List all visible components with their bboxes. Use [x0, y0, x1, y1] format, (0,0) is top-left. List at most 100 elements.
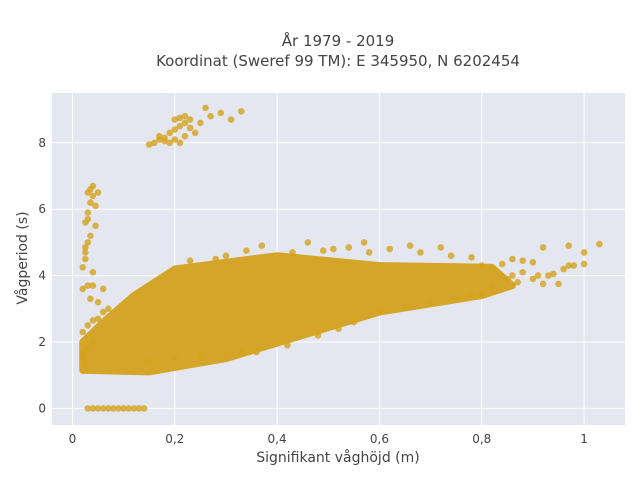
- scatter-point: [596, 240, 603, 248]
- scatter-point: [186, 124, 194, 132]
- scatter-point: [171, 136, 179, 143]
- scatter-point: [82, 255, 89, 263]
- scatter-point: [555, 280, 562, 288]
- scatter-point: [217, 109, 225, 117]
- scatter-point: [452, 295, 460, 303]
- scatter-point: [468, 253, 475, 261]
- scatter-point: [437, 244, 445, 251]
- scatter-point: [447, 252, 455, 259]
- scatter-point: [79, 350, 86, 357]
- scatter-point: [115, 405, 122, 412]
- scatter-point: [350, 318, 358, 326]
- chart-title-line2: Koordinat (Sweref 99 TM): E 345950, N 62…: [156, 52, 520, 70]
- scatter-point: [135, 405, 143, 412]
- scatter-point: [105, 405, 112, 412]
- scatter-point: [84, 215, 92, 223]
- scatter-point: [140, 405, 148, 412]
- scatter-point: [82, 361, 89, 369]
- scatter-point: [99, 405, 107, 412]
- scatter-point: [498, 260, 506, 268]
- x-tick-label: 0,4: [268, 432, 287, 446]
- scatter-point: [89, 282, 97, 289]
- scatter-point: [94, 405, 102, 412]
- scatter-point: [545, 272, 552, 279]
- scatter-point: [417, 249, 424, 256]
- scatter-point: [92, 202, 99, 210]
- scatter-point: [478, 290, 486, 298]
- scatter-point: [181, 112, 189, 120]
- x-tick-label: 0,8: [472, 432, 491, 446]
- scatter-point: [345, 244, 353, 251]
- y-axis-title: Vågperiod (s): [14, 211, 31, 304]
- scatter-point: [84, 405, 92, 412]
- scatter-point: [94, 315, 102, 323]
- scatter-point: [258, 242, 266, 249]
- scatter-point: [87, 199, 94, 206]
- scatter-point: [79, 285, 86, 293]
- scatter-point: [84, 209, 92, 216]
- scatter-point: [222, 252, 230, 259]
- scatter-point: [427, 298, 434, 306]
- scatter-point: [87, 232, 94, 240]
- scatter-point: [207, 112, 214, 120]
- y-tick-label: 2: [38, 335, 46, 349]
- scatter-point: [186, 257, 194, 265]
- scatter-point: [79, 355, 86, 362]
- scatter-point: [84, 345, 92, 352]
- scatter-point: [565, 262, 572, 269]
- x-axis-ticks: 0 0,2 0,4 0,6 0,8 1: [69, 432, 588, 446]
- scatter-point: [171, 116, 179, 123]
- x-tick-label: 0: [69, 432, 77, 446]
- x-tick-label: 0,2: [165, 432, 184, 446]
- scatter-point: [181, 132, 189, 140]
- scatter-point: [212, 255, 219, 263]
- scatter-point: [580, 260, 588, 268]
- scatter-point: [84, 239, 92, 246]
- scatter-point: [166, 129, 173, 137]
- scatter-point: [468, 292, 475, 299]
- scatter-point: [330, 245, 337, 253]
- scatter-point: [176, 114, 184, 122]
- scatter-point: [539, 244, 547, 251]
- scatter-point: [171, 355, 179, 362]
- scatter-points: [79, 104, 603, 412]
- scatter-point: [110, 405, 117, 412]
- x-axis-title: Signifikant våghöjd (m): [256, 449, 419, 466]
- scatter-point: [79, 264, 86, 271]
- scatter-point: [284, 342, 291, 349]
- scatter-point: [92, 222, 99, 230]
- scatter-point: [534, 272, 542, 279]
- scatter-point: [145, 141, 153, 148]
- chart-title-line1: År 1979 - 2019: [282, 31, 395, 50]
- scatter-point: [570, 262, 578, 269]
- scatter-point: [94, 298, 102, 306]
- y-tick-label: 6: [38, 202, 46, 216]
- y-tick-label: 4: [38, 269, 46, 283]
- scatter-point: [145, 357, 153, 364]
- scatter-point: [99, 308, 107, 316]
- scatter-point: [365, 249, 373, 256]
- scatter-point: [253, 348, 260, 356]
- scatter-point: [89, 338, 97, 346]
- scatter-point: [84, 282, 92, 289]
- scatter-point: [191, 129, 199, 137]
- scatter-point: [529, 259, 537, 266]
- scatter-point: [227, 116, 235, 123]
- scatter-point: [89, 269, 97, 276]
- scatter-point: [89, 192, 97, 200]
- scatter-point: [243, 247, 250, 254]
- scatter-point: [386, 245, 394, 253]
- scatter-point: [488, 282, 496, 289]
- scatter-point: [238, 348, 245, 356]
- scatter-point: [319, 247, 327, 254]
- scatter-point: [120, 405, 127, 412]
- scatter-point: [151, 139, 158, 147]
- scatter-point: [166, 139, 173, 147]
- scatter-point: [529, 275, 537, 283]
- scatter-point: [560, 265, 567, 273]
- scatter-point: [314, 332, 322, 339]
- scatter-point: [238, 108, 245, 115]
- scatter-point: [99, 285, 107, 293]
- scatter-point: [79, 328, 86, 336]
